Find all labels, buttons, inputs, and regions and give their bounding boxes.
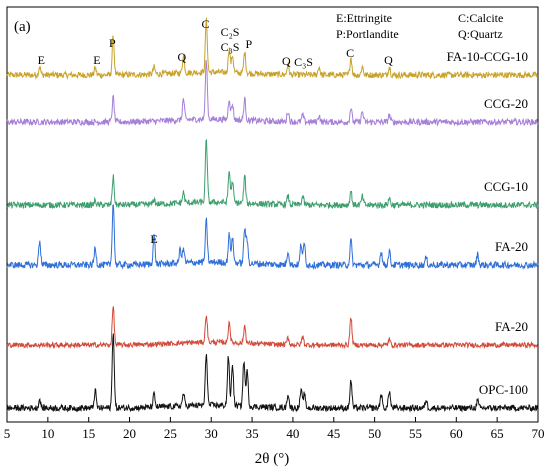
legend: E:Ettringite C:Calcite P:Portlandite Q:Q… (336, 11, 503, 41)
panel-label: (a) (14, 19, 31, 35)
peak-annotation-9: C₃S (294, 55, 313, 69)
series-line-fa-10-ccg-10-0 (6, 17, 539, 80)
x-tick-label-60: 60 (450, 426, 463, 441)
series-label-5: OPC-100 (479, 382, 528, 397)
peak-annotation-10: C (346, 46, 354, 60)
series-line-ccg-10-2 (6, 139, 539, 210)
x-tick-label-50: 50 (368, 426, 381, 441)
series-layer (6, 17, 539, 413)
peak-annotation-3: Q (177, 50, 186, 64)
legend-item-calcite: C:Calcite (458, 11, 503, 25)
peak-annotation-1: E (93, 53, 100, 67)
x-axis-title: 2θ (°) (255, 451, 289, 467)
series-label-2: CCG-10 (484, 179, 528, 194)
x-tick-label-30: 30 (205, 426, 218, 441)
x-tick-label-35: 35 (246, 426, 259, 441)
series-line-fa-20-4 (6, 306, 539, 350)
peak-annotation-5: C₂S (221, 25, 240, 39)
x-tick-label-45: 45 (327, 426, 340, 441)
legend-item-ettringite: E:Ettringite (336, 11, 392, 25)
peak-annotation-12: E (150, 232, 157, 246)
series-labels: FA-10-CCG-10 CCG-20 CCG-10 FA-20 FA-20 OPC-10… (447, 49, 528, 397)
peak-annotation-0: E (38, 53, 45, 67)
x-tick-label-5: 5 (4, 426, 11, 441)
x-tick-label-25: 25 (164, 426, 177, 441)
series-line-opc-100-5 (6, 333, 539, 413)
plot-frame (6, 6, 539, 423)
series-line-fa-20-3 (6, 204, 539, 271)
x-tick-label-65: 65 (491, 426, 504, 441)
x-tick-label-40: 40 (286, 426, 299, 441)
legend-item-quartz: Q:Quartz (458, 27, 503, 41)
peak-annotation-11: Q (384, 53, 393, 67)
series-line-ccg-20-1 (6, 59, 539, 127)
peak-annotation-7: P (245, 37, 252, 51)
legend-item-portlandite: P:Portlandite (336, 27, 399, 41)
peak-annotation-6: C₃S (221, 40, 240, 54)
x-tick-label-70: 70 (532, 426, 545, 441)
series-label-0: FA-10-CCG-10 (447, 49, 528, 64)
x-tick-label-15: 15 (82, 426, 95, 441)
x-axis-ticks: 5 10 15 20 25 30 35 40 45 50 55 60 65 70 (4, 417, 545, 441)
x-tick-label-55: 55 (409, 426, 422, 441)
x-tick-label-20: 20 (123, 426, 136, 441)
series-label-1: CCG-20 (484, 96, 528, 111)
peak-annotation-8: Q (282, 54, 291, 68)
x-tick-label-10: 10 (41, 426, 54, 441)
peak-annotation-2: P (109, 36, 116, 50)
series-label-4: FA-20 (495, 319, 528, 334)
peak-annotation-4: C (202, 17, 210, 31)
series-label-3: FA-20 (495, 239, 528, 254)
